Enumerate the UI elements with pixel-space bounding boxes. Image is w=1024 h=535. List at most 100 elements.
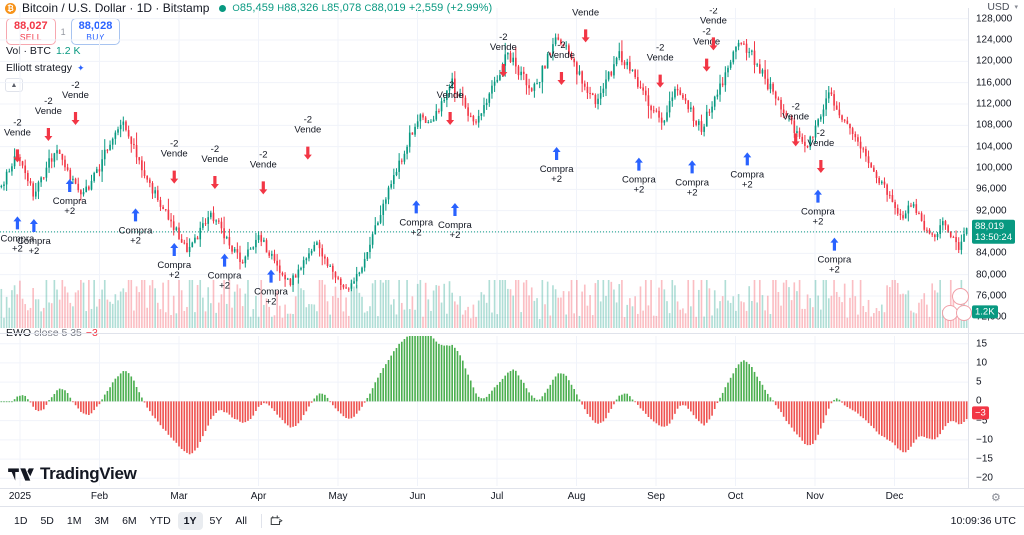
strategy-legend[interactable]: Elliott strategy ✦: [6, 62, 85, 74]
collapse-pane-button[interactable]: ▲: [5, 78, 23, 92]
buy-signal-label: Compra: [438, 220, 473, 231]
price-tick: 128,000: [976, 13, 1013, 25]
volume-legend-title: Vol · BTC: [6, 45, 51, 57]
time-tick: Feb: [90, 491, 109, 502]
buy-signal-sublabel: +2: [633, 185, 644, 196]
sell-signal-sublabel: -2: [557, 40, 565, 51]
sell-signal-sublabel: -2: [446, 80, 454, 91]
trade-flag-icon-2[interactable]: [956, 305, 972, 321]
buy-signal-arrow-icon: [170, 243, 179, 256]
buy-signal-arrow-icon: [131, 208, 140, 222]
timeframe-ytd[interactable]: YTD: [149, 515, 171, 527]
change-percent: (+2.99%): [446, 2, 493, 14]
bitcoin-icon: ₿: [5, 2, 16, 14]
ewo-tick: −5: [976, 415, 988, 427]
timeframe-1d[interactable]: 1D: [14, 515, 28, 527]
volume-legend[interactable]: Vol · BTC 1.2 K: [6, 45, 80, 57]
buy-signal-arrow-icon: [830, 237, 839, 251]
buy-signal-label: Compra: [119, 225, 154, 236]
buy-signal-sublabel: +2: [219, 281, 230, 292]
price-tick: 112,000: [976, 98, 1012, 110]
price-tick: 80,000: [976, 269, 1007, 281]
sell-signal-sublabel: -2: [13, 117, 21, 128]
tradingview-mark-icon: [8, 467, 34, 481]
calendar-range-icon[interactable]: [269, 514, 284, 529]
clock-display[interactable]: 10:09:36 UTC: [950, 515, 1016, 527]
chevron-down-icon: ▾: [1014, 4, 1018, 11]
sell-signal-arrow-icon: [446, 112, 455, 125]
sell-signal-sublabel: -2: [71, 80, 79, 91]
sell-signal-arrow-icon: [13, 149, 22, 163]
ewo-current-badge[interactable]: −3: [972, 406, 989, 420]
timeframe-5y[interactable]: 5Y: [209, 515, 223, 527]
buy-signal-sublabel: +2: [813, 217, 824, 228]
buy-signal-arrow-icon: [65, 179, 74, 192]
price-tick: 100,000: [976, 162, 1013, 174]
sell-button[interactable]: 88,027 SELL: [6, 18, 56, 46]
sell-signal-label: Vende: [250, 159, 277, 170]
ewo-chart-svg: [0, 336, 968, 486]
sparkle-icon: ✦: [76, 62, 85, 73]
timeframe-6m[interactable]: 6M: [122, 515, 137, 527]
sell-signal-label: Vende: [647, 53, 674, 64]
buy-signal-sublabel: +2: [169, 270, 180, 281]
open-label: O: [232, 3, 240, 14]
sell-signal-arrow-icon: [791, 133, 800, 147]
sell-label: SELL: [19, 31, 42, 42]
sell-signal-arrow-icon: [499, 64, 508, 77]
gear-icon[interactable]: ⚙: [991, 492, 1001, 504]
time-tick: Apr: [250, 491, 267, 502]
buy-signal-sublabel: +2: [450, 230, 461, 241]
high-label: H: [277, 3, 285, 14]
buy-signal-label: Compra: [540, 164, 575, 175]
low-label: L: [321, 3, 328, 14]
buy-signal-sublabel: +2: [12, 243, 23, 254]
time-tick: Aug: [567, 491, 586, 502]
sell-signal-sublabel: -2: [817, 128, 825, 139]
buy-signal-arrow-icon: [634, 157, 643, 171]
timeframe-5d[interactable]: 5D: [40, 515, 54, 527]
ewo-axis[interactable]: 15 10 5 0 −5 −10 −15 −20 −3: [968, 336, 1024, 488]
sell-signal-arrow-icon: [709, 37, 718, 51]
buy-signal-sublabel: +2: [551, 174, 562, 185]
time-axis[interactable]: 2025 Feb Mar Apr May Jun Jul Aug Sep Oct Nov Dec: [0, 489, 968, 505]
alert-flash-icon[interactable]: [952, 288, 969, 305]
buy-label: BUY: [86, 31, 105, 42]
ohlc-values: O85,459 H88,326 L85,078 C88,019 +2,559 (…: [232, 2, 492, 14]
current-price-value: 88,019: [975, 220, 1005, 232]
price-tick: 120,000: [976, 55, 1013, 67]
sell-signal-label: Vende: [62, 90, 89, 101]
tradingview-logo: TradingView: [8, 464, 137, 484]
price-chart-pane[interactable]: Vende -2 Compra +2 Compra +2 Vende -2 Vende -2 Com…: [0, 8, 968, 328]
high-value: 88,326: [284, 2, 319, 14]
volume-badge[interactable]: 1.2K: [972, 305, 998, 319]
ewo-indicator-pane[interactable]: [0, 336, 968, 486]
time-tick: Sep: [647, 491, 665, 502]
current-price-badge[interactable]: 88,019 13:50:24: [972, 219, 1015, 245]
buy-signal-label: Compra: [53, 196, 88, 207]
sell-signal-sublabel: -2: [656, 43, 664, 54]
currency-selector[interactable]: USD ▾: [987, 1, 1018, 13]
buy-signal-sublabel: +2: [130, 235, 141, 246]
sell-signal-arrow-icon: [170, 170, 179, 184]
bottom-toolbar: 1D 5D 1M 3M 6M YTD 1Y 5Y All 10:09:36 UTC: [0, 506, 1024, 535]
timeframe-1m[interactable]: 1M: [66, 515, 82, 527]
buy-signal-arrow-icon: [743, 152, 752, 166]
buy-signal-label: Compra: [157, 260, 192, 271]
buy-signal-label: Compra: [1, 233, 36, 244]
chevron-up-icon: ▲: [10, 81, 18, 89]
series-status-dot: [219, 4, 227, 12]
price-axis[interactable]: 128,000 124,000 120,000 116,000 112,000 108,0…: [968, 8, 1024, 328]
ewo-tick: −20: [976, 472, 993, 484]
volume-legend-value: 1.2 K: [55, 45, 81, 57]
timeframe-all[interactable]: All: [235, 515, 248, 527]
time-tick: Mar: [170, 491, 188, 502]
timeframe-1y[interactable]: 1Y: [177, 512, 203, 530]
ewo-tick: −10: [976, 434, 993, 446]
symbol-title[interactable]: Bitcoin / U.S. Dollar · 1D · Bitstamp: [22, 1, 210, 15]
low-value: 85,078: [327, 2, 362, 14]
sell-signal-label: Vende: [807, 138, 834, 149]
timeframe-3m[interactable]: 3M: [94, 515, 110, 527]
ewo-tick: −15: [976, 453, 993, 465]
